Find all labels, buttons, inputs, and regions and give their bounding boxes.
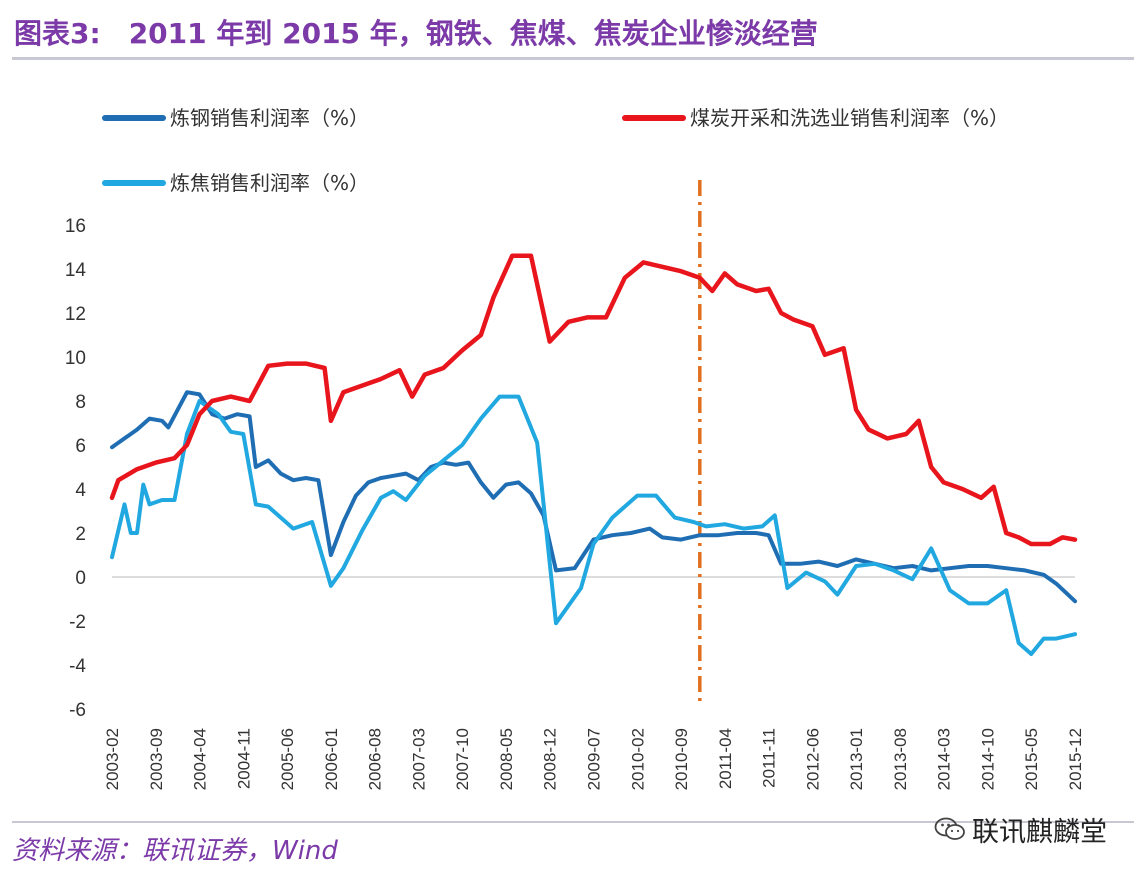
coal-series-line: [109, 253, 1078, 547]
x-tick-label: 2009-07: [585, 728, 604, 790]
steel-legend-label: 炼钢销售利润率（%）: [170, 106, 369, 130]
coke-series-line: [110, 394, 1077, 656]
wechat-icon: [934, 817, 965, 840]
y-tick-label: 6: [75, 436, 86, 457]
x-tick-label: 2010-09: [672, 728, 691, 790]
y-tick-label: 14: [65, 260, 87, 281]
x-tick-label: 2004-04: [191, 728, 210, 790]
x-tick-label: 2008-12: [541, 728, 560, 790]
x-tick-label: 2006-01: [322, 728, 341, 790]
y-tick-label: 0: [75, 568, 86, 589]
x-tick-label: 2011-11: [760, 728, 779, 788]
figure-label: 图表3:: [14, 17, 101, 50]
coke-legend-label: 炼焦销售利润率（%）: [170, 171, 369, 195]
chart-legend: 炼钢销售利润率（%） 煤炭开采和洗选业销售利润率（%） 炼焦销售利润率（%）: [102, 106, 1009, 195]
x-tick-label: 2011-04: [716, 728, 735, 789]
source-divider: [12, 821, 1134, 823]
x-tick-label: 2007-10: [453, 728, 472, 790]
x-tick-label: 2003-02: [103, 728, 122, 790]
x-tick-label: 2003-09: [147, 728, 166, 790]
chart-title: 图表3: 2011 年到 2015 年，钢铁、焦煤、焦炭企业惨淡经营: [14, 14, 818, 54]
x-tick-label: 2005-06: [278, 728, 297, 790]
y-axis: 16 14 12 10 8 6 4 2 0 -2 -4 -6: [65, 216, 87, 721]
x-tick-label: 2013-08: [891, 728, 910, 790]
y-tick-label: 12: [65, 304, 86, 325]
x-tick-label: 2013-01: [847, 728, 866, 790]
source-note: 资料来源：联讯证券，Wind: [12, 836, 338, 866]
line-chart: 炼钢销售利润率（%） 煤炭开采和洗选业销售利润率（%）炼焦销售利润率（%） 161…: [65, 106, 1085, 790]
y-tick-label: -2: [69, 612, 86, 633]
y-tick-label: 8: [75, 392, 86, 413]
y-tick-label: 4: [75, 480, 86, 501]
x-tick-label: 2006-08: [366, 728, 385, 790]
x-tick-label: 2010-02: [628, 728, 647, 790]
x-tick-label: 2012-06: [803, 728, 822, 790]
x-tick-label: 2015-12: [1066, 728, 1085, 790]
watermark-text: 联讯麒麟堂: [972, 816, 1107, 848]
y-tick-label: 2: [75, 524, 86, 545]
x-tick-label: 2004-11: [234, 728, 253, 789]
y-tick-label: 10: [65, 348, 86, 369]
x-axis: 2003-02 2003-09 2004-04 2004-11 2005-06 2006-…: [103, 728, 1085, 790]
watermark: 联讯麒麟堂: [934, 812, 1107, 848]
x-tick-label: 2014-03: [935, 728, 954, 790]
x-tick-label: 2007-03: [409, 728, 428, 790]
y-tick-label: -4: [69, 656, 86, 677]
x-tick-label: 2008-05: [497, 728, 516, 790]
y-tick-label: 16: [65, 216, 86, 237]
x-tick-label: 2015-05: [1022, 728, 1041, 790]
coal-legend-label: 煤炭开采和洗选业销售利润率（%）: [690, 106, 1009, 130]
figure-title-text: 2011 年到 2015 年，钢铁、焦煤、焦炭企业惨淡经营: [128, 17, 818, 50]
y-tick-label: -6: [69, 700, 86, 721]
title-divider: [12, 57, 1134, 60]
series-lines: [109, 253, 1078, 656]
x-tick-label: 2014-10: [978, 728, 997, 790]
